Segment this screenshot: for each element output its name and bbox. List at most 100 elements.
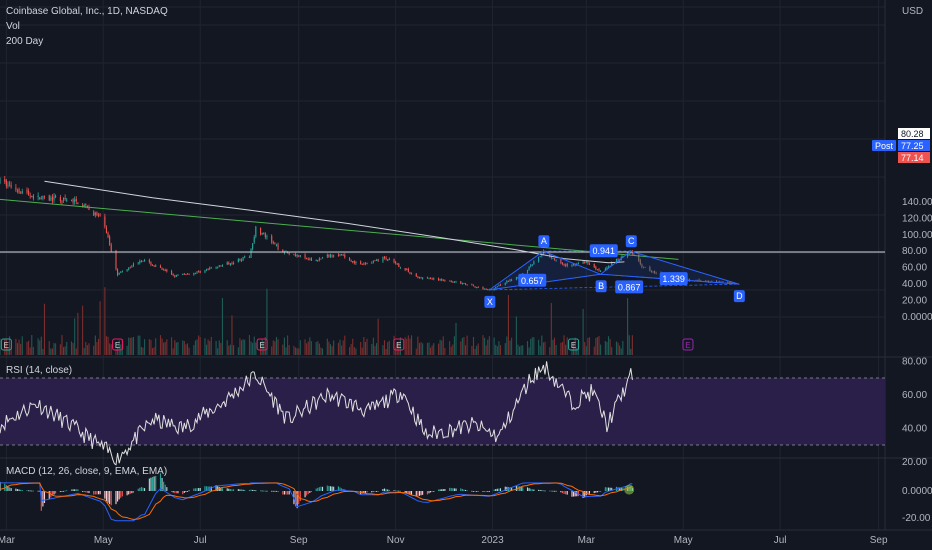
candle-body [229, 263, 231, 265]
macd-histogram-bar [498, 488, 500, 491]
volume-bar [515, 316, 517, 355]
volume-bar [387, 342, 389, 355]
volume-bar [233, 345, 235, 355]
symbol-legend[interactable]: Coinbase Global, Inc., 1D, NASDAQ [6, 6, 168, 17]
ratio-label-box [659, 272, 688, 286]
macd-histogram-bar [31, 490, 33, 492]
macd-histogram-bar [304, 491, 306, 498]
macd-histogram-bar [321, 486, 324, 491]
volume-bar [177, 342, 179, 355]
candle-body [220, 265, 222, 267]
macd-histogram-bar [20, 489, 22, 491]
candle-body [306, 258, 308, 260]
volume-bar [309, 337, 311, 355]
candle-body [593, 263, 595, 268]
volume-bar [153, 347, 155, 355]
candle-body [633, 254, 635, 256]
macd-histogram-bar [75, 489, 77, 491]
volume-bar [522, 345, 524, 355]
candle-body [444, 280, 446, 282]
volume-bar [218, 340, 220, 355]
candle-body [553, 258, 556, 260]
volume-bar [204, 338, 206, 355]
volume-bar [376, 343, 378, 355]
macd-histogram-bar [617, 487, 619, 491]
macd-histogram-bar [383, 488, 386, 491]
candle-body [5, 180, 7, 186]
macd-histogram-bar [426, 491, 428, 495]
volume-bar [32, 347, 34, 355]
macd-histogram-bar [522, 486, 524, 491]
macd-histogram-bar [331, 486, 333, 491]
macd-histogram-bar [217, 486, 219, 491]
candle-body [329, 254, 332, 257]
earnings-marker [112, 338, 124, 351]
macd-histogram-bar [609, 487, 611, 491]
volume-bar [471, 345, 473, 355]
earnings-marker [568, 338, 580, 351]
candle-body [439, 278, 441, 281]
volume-bar [426, 342, 428, 355]
volume-bar [495, 344, 497, 355]
macd-legend[interactable]: MACD (12, 26, close, 9, EMA, EMA) [6, 466, 167, 477]
rsi-legend[interactable]: RSI (14, close) [6, 365, 72, 376]
volume-bar [296, 348, 298, 355]
candle-body [431, 278, 433, 280]
pattern-ratio-line [489, 283, 739, 291]
macd-histogram-bar [228, 488, 230, 491]
macd-histogram-bar [198, 488, 200, 491]
volume-bar [472, 336, 475, 355]
volume-bar [304, 339, 306, 355]
candle-body [515, 277, 517, 280]
macd-histogram-bar [182, 491, 184, 495]
volume-bar [93, 345, 95, 355]
volume-bar [628, 335, 630, 355]
candle-body [196, 271, 198, 273]
macd-histogram-bar [542, 490, 544, 492]
volume-bar [560, 342, 562, 355]
volume-bar [86, 345, 88, 355]
volume-bar [129, 337, 131, 355]
candle-body [638, 254, 640, 261]
candle-body [199, 270, 201, 273]
macd-histogram-bar [526, 487, 529, 491]
candle-body [595, 266, 597, 270]
volume-bar [539, 345, 541, 355]
volume-bar [64, 346, 66, 355]
candle-body [472, 285, 475, 287]
post-tag-label: Post [875, 141, 894, 151]
candle-body [377, 259, 379, 261]
volume-bar [415, 348, 417, 355]
harmonic-pattern[interactable]: X A B C D 0.941 0.657 0.867 1.339 [484, 235, 745, 308]
volume-bar [132, 336, 135, 355]
volume-bar [604, 340, 606, 355]
candle-body [21, 191, 23, 194]
macd-histogram-bar [399, 490, 401, 492]
candle-body [240, 259, 243, 261]
volume-bar [596, 337, 598, 355]
volume-bar [552, 339, 554, 355]
volume-bar [277, 339, 279, 355]
pattern-point-a: A [541, 236, 547, 246]
macd-histogram-bar [560, 491, 562, 493]
volume-bar [372, 337, 374, 355]
macd-line [0, 482, 633, 522]
candle-body [263, 232, 265, 234]
macd-histogram-bar [310, 491, 312, 492]
ma-legend[interactable]: 200 Day [6, 36, 43, 47]
candle-body [186, 273, 189, 275]
candle-body [70, 199, 73, 201]
candle-body [228, 262, 230, 265]
volume-bar [339, 339, 341, 355]
macd-tick-label: 0.0000 [902, 486, 932, 497]
candle-body [344, 254, 346, 258]
volume-bar [504, 343, 506, 355]
volume-legend[interactable]: Vol [6, 21, 20, 32]
volume-bar [163, 342, 165, 355]
volume-bar [118, 340, 120, 355]
macd-histogram-bar [549, 490, 551, 492]
macd-histogram-bar [283, 491, 285, 495]
candle-body [642, 267, 645, 269]
candle-body [75, 198, 77, 202]
